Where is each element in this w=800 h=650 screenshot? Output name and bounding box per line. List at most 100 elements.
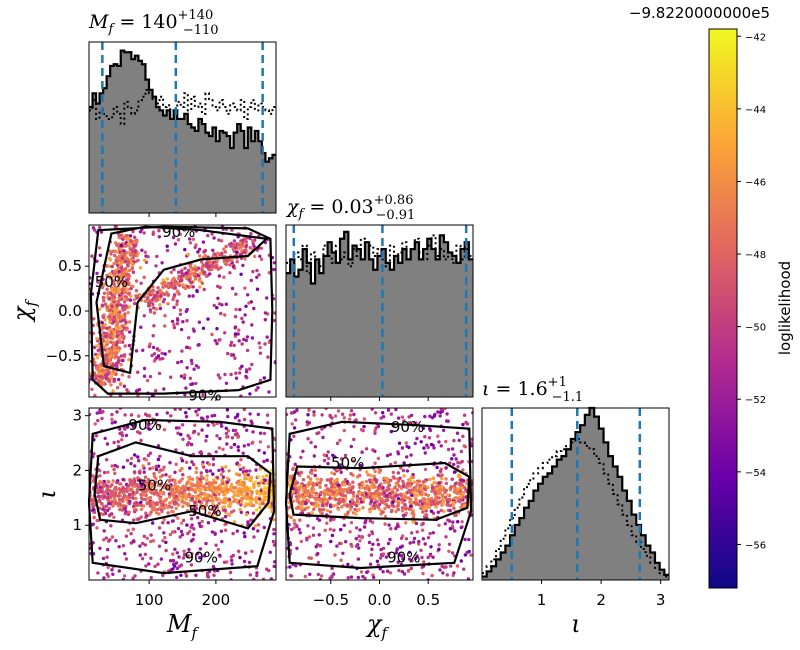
sample-point <box>170 509 174 514</box>
sample-point <box>373 498 377 502</box>
sample-point <box>232 442 237 447</box>
sample-point <box>182 283 187 288</box>
sample-point <box>142 366 147 371</box>
panel-title-Mf-minus: −110 <box>183 23 219 38</box>
sample-point <box>129 482 133 487</box>
sample-point <box>210 494 214 498</box>
sample-point <box>93 360 97 365</box>
sample-point <box>117 569 122 573</box>
sample-point <box>223 498 227 502</box>
sample-point <box>102 470 107 475</box>
sample-point <box>318 485 322 489</box>
sample-point <box>245 428 249 432</box>
sample-point <box>142 314 146 318</box>
sample-point <box>299 505 303 509</box>
sample-point <box>417 542 421 546</box>
sample-point <box>339 470 343 474</box>
sample-point <box>142 504 146 508</box>
sample-point <box>125 287 129 291</box>
sample-point <box>298 531 302 535</box>
sample-point <box>207 462 211 467</box>
sample-point <box>208 469 213 473</box>
sample-point <box>162 297 166 302</box>
x-tick-label: 1 <box>537 591 547 609</box>
sample-point <box>115 243 119 247</box>
sample-point <box>96 372 101 376</box>
sample-point <box>311 501 316 506</box>
sample-point <box>356 557 361 561</box>
sample-point <box>272 267 276 272</box>
sample-point <box>205 571 210 575</box>
histogram-fill-iota <box>482 408 669 580</box>
sample-point <box>383 480 387 484</box>
sample-point <box>135 239 139 244</box>
sample-point <box>108 272 112 276</box>
sample-point <box>200 281 205 285</box>
sample-point <box>396 507 401 512</box>
sample-point <box>356 575 360 580</box>
sample-point <box>111 320 116 324</box>
sample-point <box>131 496 135 500</box>
sample-point <box>242 559 247 564</box>
sample-point <box>194 381 198 386</box>
sample-point <box>408 500 412 504</box>
sample-point <box>219 529 224 533</box>
sample-point <box>100 376 105 380</box>
sample-point <box>123 552 127 556</box>
sample-point <box>134 279 139 283</box>
sample-point <box>369 485 373 490</box>
sample-point <box>329 504 333 509</box>
sample-point <box>350 544 354 548</box>
sample-point <box>210 232 214 236</box>
sample-point <box>201 263 206 268</box>
sample-point <box>125 498 129 502</box>
sample-point <box>411 472 415 477</box>
sample-point <box>118 482 122 486</box>
sample-point <box>253 480 258 484</box>
sample-point <box>338 541 342 546</box>
sample-point <box>258 505 262 510</box>
sample-point <box>266 421 270 425</box>
sample-point <box>198 483 203 488</box>
sample-point <box>255 571 259 575</box>
sample-point <box>173 481 177 485</box>
sample-point <box>240 492 244 496</box>
sample-point <box>229 343 233 347</box>
sample-point <box>321 508 325 512</box>
sample-point <box>272 261 276 265</box>
sample-point <box>289 474 293 479</box>
sample-point <box>95 526 99 530</box>
sample-point <box>325 508 330 513</box>
sample-point <box>156 507 160 512</box>
contour-label: 90% <box>162 223 195 241</box>
sample-point <box>423 451 427 455</box>
sample-point <box>394 408 398 412</box>
sample-point <box>223 372 227 377</box>
sample-point <box>369 473 373 478</box>
sample-point <box>404 441 408 445</box>
sample-point <box>159 500 163 504</box>
sample-point <box>245 335 250 339</box>
sample-point <box>413 441 417 446</box>
sample-point <box>384 489 388 493</box>
sample-point <box>341 551 345 555</box>
panel-title-chif: χf = 0.03+0.86 −0.91 <box>285 193 415 223</box>
sample-point <box>389 527 393 531</box>
sample-point <box>377 496 381 500</box>
sample-point <box>92 515 96 520</box>
sample-point <box>295 408 299 412</box>
sample-point <box>364 492 369 496</box>
sample-point <box>384 494 389 498</box>
sample-point <box>241 263 245 268</box>
sample-point <box>332 490 336 495</box>
sample-point <box>172 325 177 330</box>
sample-point <box>426 493 430 498</box>
sample-point <box>450 477 454 481</box>
sample-point <box>237 419 241 423</box>
sample-point <box>252 306 256 311</box>
sample-point <box>117 266 121 270</box>
sample-point <box>249 232 253 236</box>
sample-point <box>335 544 339 548</box>
sample-point <box>184 271 189 275</box>
sample-point <box>139 500 143 505</box>
